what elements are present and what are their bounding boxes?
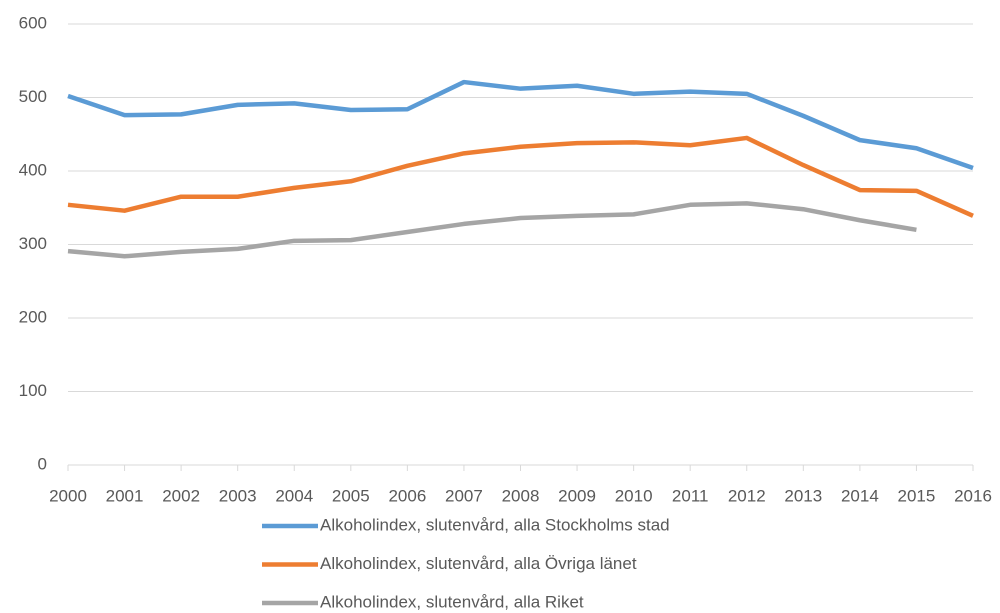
x-tick-label: 2001 [106,486,144,505]
x-tick-label: 2008 [502,486,540,505]
y-tick-label: 400 [19,160,47,179]
x-tick-label: 2015 [898,486,936,505]
legend-label: Alkoholindex, slutenvård, alla Riket [320,592,584,611]
x-tick-label: 2007 [445,486,483,505]
x-tick-label: 2004 [275,486,313,505]
legend-label: Alkoholindex, slutenvård, alla Övriga lä… [320,554,637,573]
y-tick-label: 200 [19,307,47,326]
x-tick-label: 2002 [162,486,200,505]
x-tick-label: 2005 [332,486,370,505]
x-tick-label: 2010 [615,486,653,505]
x-tick-label: 2011 [672,486,709,505]
x-tick-label: 2003 [219,486,257,505]
series-line [67,135,974,218]
series-line [67,201,917,259]
series-line [67,79,974,171]
x-tick-label: 2012 [728,486,766,505]
x-tick-label: 2000 [49,486,87,505]
y-tick-label: 100 [19,381,47,400]
y-tick-label: 600 [19,13,47,32]
x-tick-label: 2014 [841,486,879,505]
y-tick-label: 500 [19,87,47,106]
x-tick-label: 2013 [784,486,822,505]
y-tick-label: 300 [19,234,47,253]
x-tick-label: 2006 [388,486,426,505]
x-tick-label: 2016 [954,486,992,505]
y-tick-label: 0 [38,454,47,473]
legend-label: Alkoholindex, slutenvård, alla Stockholm… [320,515,670,534]
x-tick-label: 2009 [558,486,596,505]
